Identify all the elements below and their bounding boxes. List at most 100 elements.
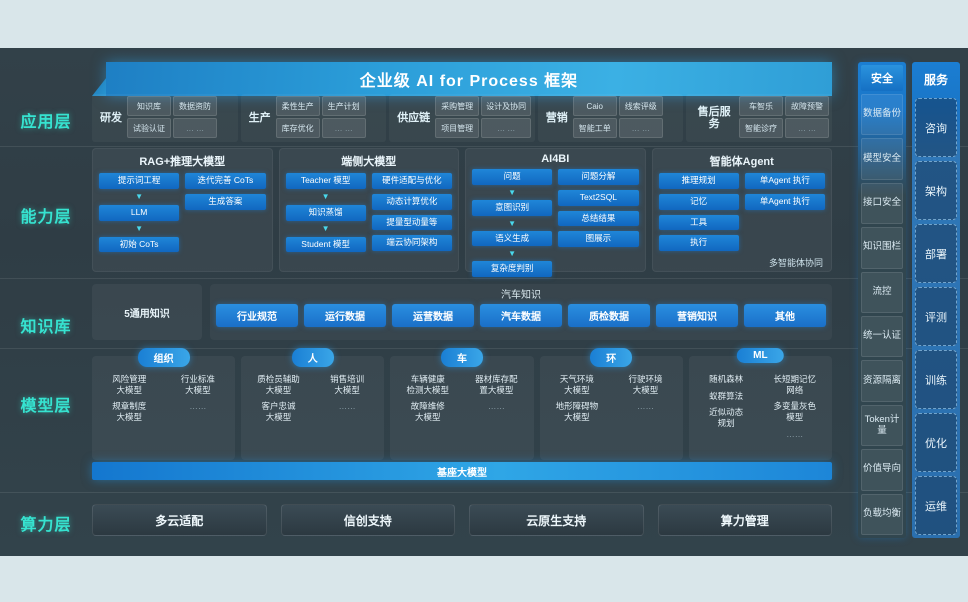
capability-node[interactable]: 复杂度判别 bbox=[472, 261, 553, 278]
knowledge-chip[interactable]: 行业规范 bbox=[216, 304, 298, 327]
capability-node[interactable]: 迭代完善 CoTs bbox=[185, 173, 266, 189]
application-cell[interactable]: 生产计划 bbox=[321, 96, 366, 116]
model-item[interactable]: …… bbox=[338, 401, 356, 412]
capability-node[interactable]: LLM bbox=[99, 204, 180, 221]
application-cell[interactable]: 知识库 bbox=[127, 96, 171, 116]
model-item[interactable]: 车辆健康 检测大模型 bbox=[406, 374, 449, 395]
application-cell[interactable]: … … bbox=[784, 118, 829, 138]
model-item[interactable]: 客户忠诚 大模型 bbox=[261, 401, 296, 422]
model-category-pill[interactable]: 人 bbox=[291, 348, 334, 367]
application-cell[interactable]: 智能诊疗 bbox=[738, 118, 783, 138]
application-cell[interactable]: 数据资防 bbox=[173, 96, 217, 116]
application-cell[interactable]: Caio bbox=[572, 96, 617, 116]
capability-node[interactable]: 意图识别 bbox=[472, 199, 553, 216]
knowledge-chip[interactable]: 其他 bbox=[744, 304, 826, 327]
model-item[interactable]: 行业标准 大模型 bbox=[180, 374, 215, 395]
model-item[interactable]: 蚁群算法 bbox=[709, 390, 744, 401]
capability-node[interactable]: 端云协同架构 bbox=[371, 235, 452, 252]
service-item[interactable]: 训练 bbox=[915, 350, 957, 409]
application-cell[interactable]: 项目管理 bbox=[435, 118, 480, 138]
model-category-pill[interactable]: ML bbox=[737, 348, 784, 363]
service-item[interactable]: 架构 bbox=[915, 161, 957, 220]
application-cell[interactable]: 线索评级 bbox=[618, 96, 663, 116]
capability-node[interactable]: 问题分解 bbox=[558, 169, 639, 185]
capability-node[interactable]: 语义生成 bbox=[472, 230, 553, 247]
model-item[interactable]: 质检员辅助 大模型 bbox=[257, 374, 300, 395]
application-cell[interactable]: … … bbox=[173, 118, 217, 138]
capability-node[interactable]: 提示词工程 bbox=[99, 173, 180, 189]
security-item[interactable]: 知识围栏 bbox=[861, 227, 903, 269]
model-item[interactable]: …… bbox=[637, 401, 655, 412]
knowledge-chip[interactable]: 质检数据 bbox=[568, 304, 650, 327]
security-item[interactable]: 模型安全 bbox=[861, 138, 903, 180]
knowledge-chip[interactable]: 营销知识 bbox=[656, 304, 738, 327]
application-cell[interactable]: … … bbox=[618, 118, 663, 138]
model-category-pill[interactable]: 组织 bbox=[137, 348, 190, 367]
security-item[interactable]: 资源隔离 bbox=[861, 360, 903, 402]
application-cell[interactable]: 柔性生产 bbox=[275, 96, 320, 116]
capability-node[interactable]: 推理规划 bbox=[658, 173, 739, 189]
compute-chip[interactable]: 云原生支持 bbox=[469, 504, 644, 536]
application-cell[interactable]: 车智乐 bbox=[738, 96, 783, 116]
model-item[interactable]: …… bbox=[487, 401, 505, 412]
application-cell[interactable]: 故障预警 bbox=[784, 96, 829, 116]
capability-node[interactable]: 记忆 bbox=[658, 193, 739, 210]
model-item[interactable]: 行驶环境 大模型 bbox=[628, 374, 663, 395]
service-item[interactable]: 优化 bbox=[915, 413, 957, 472]
application-cell[interactable]: 设计及协同 bbox=[481, 96, 532, 116]
model-item[interactable]: 地形障碍物 大模型 bbox=[555, 401, 599, 422]
capability-node[interactable]: Teacher 模型 bbox=[285, 173, 366, 189]
security-item[interactable]: 负载均衡 bbox=[861, 493, 903, 536]
security-item[interactable]: Token计量 bbox=[861, 404, 903, 447]
capability-node[interactable]: Student 模型 bbox=[285, 236, 366, 253]
security-item[interactable]: 统一认证 bbox=[861, 316, 903, 358]
capability-node[interactable]: 动态计算优化 bbox=[371, 193, 452, 210]
capability-node[interactable]: Text2SQL bbox=[558, 189, 639, 206]
model-item[interactable]: 随机森林 bbox=[709, 374, 744, 384]
model-category-pill[interactable]: 环 bbox=[590, 348, 633, 367]
model-item[interactable]: …… bbox=[786, 428, 804, 439]
capability-node[interactable]: 硬件适配与优化 bbox=[371, 173, 452, 189]
application-cell[interactable]: 智能工单 bbox=[572, 118, 617, 138]
model-item[interactable]: 规章制度 大模型 bbox=[112, 401, 147, 422]
model-item[interactable]: 近似动态 规划 bbox=[709, 407, 744, 428]
compute-chip[interactable]: 算力管理 bbox=[657, 504, 832, 536]
model-item[interactable]: 器材库存配 置大模型 bbox=[475, 374, 518, 395]
knowledge-chip[interactable]: 运营数据 bbox=[392, 304, 474, 327]
application-cell[interactable]: 库存优化 bbox=[275, 118, 320, 138]
compute-chip[interactable]: 信创支持 bbox=[280, 504, 455, 536]
knowledge-chip[interactable]: 汽车数据 bbox=[480, 304, 562, 327]
application-cell[interactable]: 采购管理 bbox=[435, 96, 480, 116]
application-cell[interactable]: … … bbox=[481, 118, 532, 138]
service-item[interactable]: 咨询 bbox=[915, 98, 957, 157]
capability-node[interactable]: 生成答案 bbox=[185, 193, 266, 210]
security-item[interactable]: 价值导向 bbox=[861, 449, 903, 491]
service-item[interactable]: 部署 bbox=[915, 224, 957, 283]
application-cell[interactable]: … … bbox=[321, 118, 366, 138]
model-category-pill[interactable]: 车 bbox=[441, 348, 483, 367]
model-item[interactable]: 风险管理 大模型 bbox=[112, 374, 147, 395]
capability-node[interactable]: 初始 CoTs bbox=[99, 236, 180, 253]
model-item[interactable]: 多变量灰色 模型 bbox=[773, 401, 816, 422]
capability-node[interactable]: 单Agent 执行 bbox=[744, 193, 825, 210]
capability-node[interactable]: 图展示 bbox=[558, 231, 639, 248]
knowledge-chip[interactable]: 运行数据 bbox=[304, 304, 386, 327]
capability-node[interactable]: 执行 bbox=[658, 235, 739, 252]
security-item[interactable]: 接口安全 bbox=[861, 182, 903, 225]
security-item[interactable]: 流控 bbox=[861, 271, 903, 314]
security-item[interactable]: 数据备份 bbox=[861, 94, 903, 136]
model-item[interactable]: 故障维修 大模型 bbox=[410, 401, 445, 422]
capability-node[interactable]: 单Agent 执行 bbox=[744, 173, 825, 189]
model-item[interactable]: 销售培训 大模型 bbox=[330, 374, 365, 395]
capability-node[interactable]: 知识蒸馏 bbox=[285, 204, 366, 221]
model-item[interactable]: …… bbox=[189, 401, 207, 412]
service-item[interactable]: 评测 bbox=[915, 287, 957, 346]
capability-node[interactable]: 问题 bbox=[472, 169, 553, 185]
capability-node[interactable]: 总结结果 bbox=[558, 210, 639, 227]
application-cell[interactable]: 试验认证 bbox=[127, 118, 171, 138]
capability-node[interactable]: 工具 bbox=[658, 214, 739, 231]
compute-chip[interactable]: 多云适配 bbox=[92, 504, 267, 536]
capability-node[interactable]: 提量型动量等 bbox=[371, 214, 452, 231]
model-item[interactable]: 天气环境 大模型 bbox=[559, 374, 594, 395]
service-item[interactable]: 运维 bbox=[915, 476, 957, 535]
